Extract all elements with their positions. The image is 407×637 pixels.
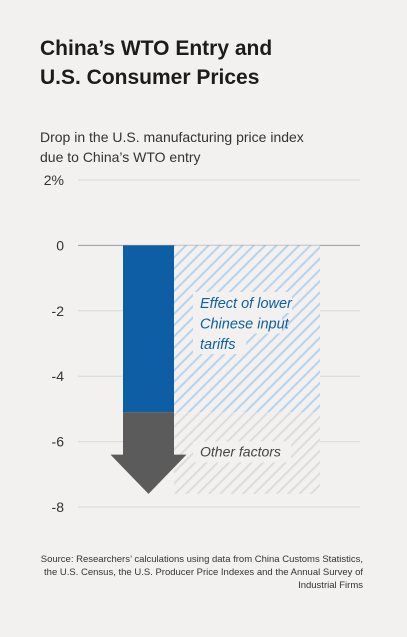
chart-title-line-2: U.S. Consumer Prices xyxy=(40,66,260,89)
y-tick-label: 0 xyxy=(56,237,64,253)
tariff-effect-label: Chinese input xyxy=(200,316,290,332)
chart-title-line-1: China’s WTO Entry and xyxy=(40,37,273,60)
stacked-arrow-bar xyxy=(110,245,187,494)
tariff-effect-bar xyxy=(123,245,174,413)
other-factors-label: Other factors xyxy=(200,443,281,459)
other-factors-arrow xyxy=(110,412,187,494)
effect-labels: Effect of lower Chinese input tariffs Other… xyxy=(193,291,293,463)
tariff-label-backdrop xyxy=(193,291,292,313)
tariff-label-backdrop xyxy=(193,332,246,354)
tariff-effect-label: tariffs xyxy=(200,337,235,353)
y-axis-ticks: 2% 0 -2 -4 -6 -8 xyxy=(44,172,64,515)
other-label-backdrop xyxy=(193,441,291,463)
y-tick-label: -2 xyxy=(52,303,65,319)
y-tick-label: -8 xyxy=(52,499,65,515)
source-note: Source: Researchers’ calculations using … xyxy=(40,554,363,591)
tariff-effect-label: Effect of lower xyxy=(200,296,293,312)
tariff-label-backdrop xyxy=(193,312,282,334)
y-tick-label: -6 xyxy=(52,434,65,450)
chart-title: China’s WTO Entry and U.S. Consumer Pric… xyxy=(40,34,380,92)
chart-subtitle: Drop in the U.S. manufacturing price ind… xyxy=(40,127,380,167)
chart-subtitle-line-1: Drop in the U.S. manufacturing price ind… xyxy=(40,129,304,145)
y-tick-label: -4 xyxy=(52,368,65,384)
chart-subtitle-line-2: due to China’s WTO entry xyxy=(40,149,201,165)
y-tick-label: 2% xyxy=(44,172,64,188)
